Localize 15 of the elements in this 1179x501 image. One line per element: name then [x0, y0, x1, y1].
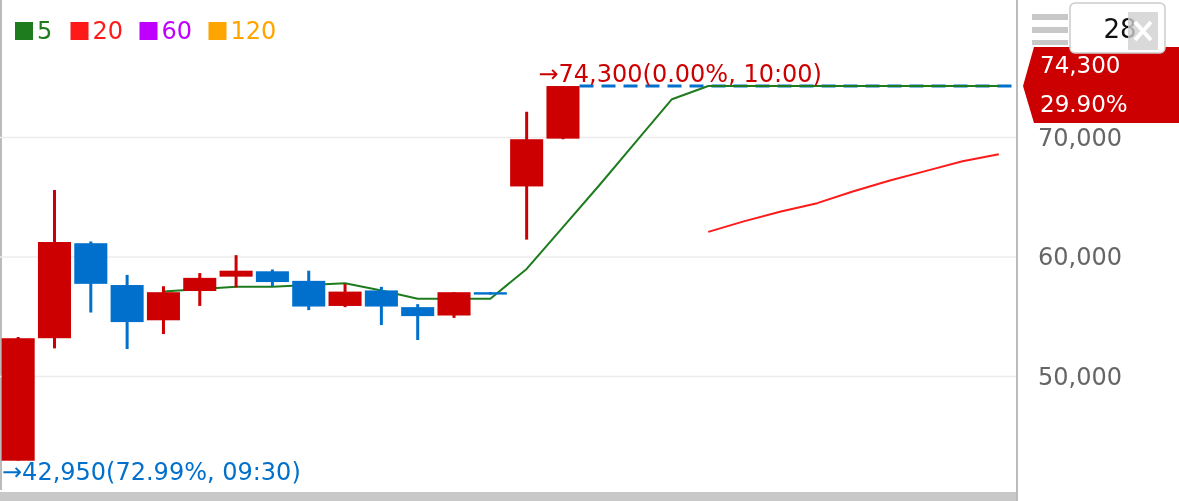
text: 28: [1103, 14, 1137, 44]
text: 29.90%: [1040, 91, 1128, 117]
y-tick-label: 60,000: [1038, 243, 1122, 272]
candlestick: [401, 304, 435, 341]
y-tick-label: 70,000: [1038, 123, 1122, 152]
annotation: →74,300(0.00%, 10:00): [538, 60, 822, 88]
legend-label: 60: [161, 17, 193, 45]
text: 74,300: [1040, 52, 1121, 78]
legend-label: 5: [37, 17, 53, 45]
legend-label: 120: [230, 17, 277, 45]
line-series: [707, 153, 1000, 233]
candlestick: [219, 255, 253, 288]
legend-label: 20: [92, 17, 124, 45]
annotation: →42,950(72.99%, 09:30): [2, 458, 301, 486]
y-tick-label: 50,000: [1038, 362, 1122, 391]
